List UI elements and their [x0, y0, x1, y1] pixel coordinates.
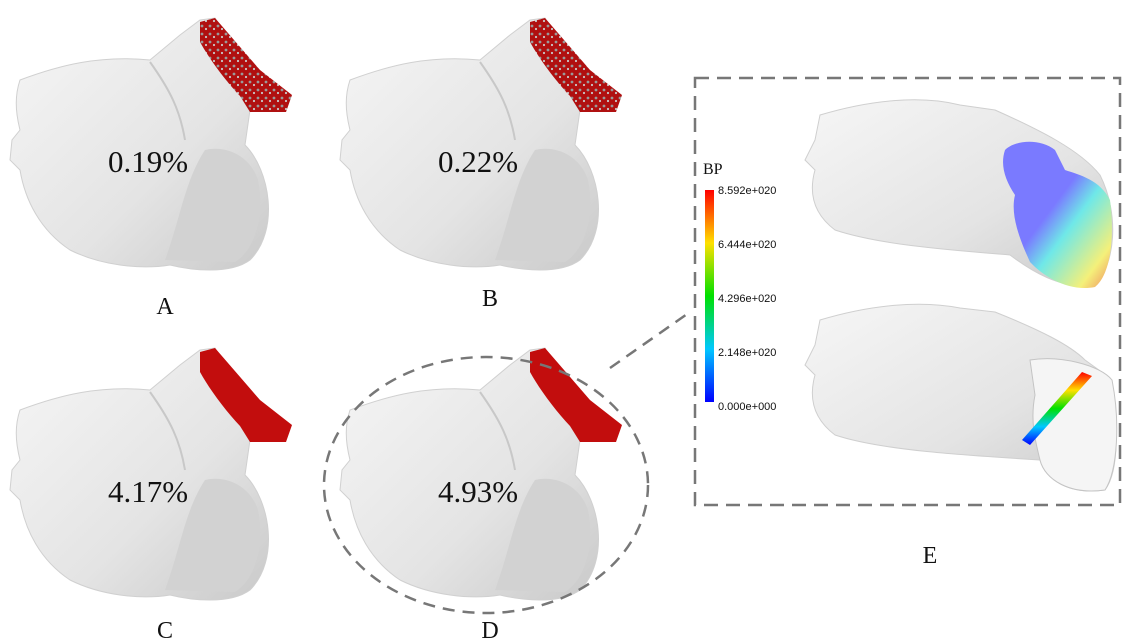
colorbar: [705, 190, 714, 402]
percent: 0.19%: [108, 144, 188, 179]
colorbar-tick: 6.444e+020: [718, 239, 776, 251]
percent: 0.22%: [438, 144, 518, 179]
connector: [610, 312, 690, 368]
pressure-map: [1003, 142, 1112, 288]
percent: 4.17%: [108, 474, 188, 509]
colorbar-tick: 4.296e+020: [718, 293, 776, 305]
colorbar-title: BP: [703, 161, 723, 178]
panel-label: C: [157, 618, 173, 641]
colorbar-tick: 0.000e+000: [718, 401, 776, 413]
colorbar-tick: 2.148e+020: [718, 347, 776, 359]
colorbar-tick: 8.592e+020: [718, 185, 776, 197]
panel-label: D: [481, 618, 498, 641]
panel-label: B: [482, 286, 498, 312]
percent: 4.93%: [438, 474, 518, 509]
panel-label: E: [923, 543, 938, 569]
panel-label: A: [156, 294, 174, 320]
figure: 0.19% 0.22% 4.17% 4.93% A B C D E BP 8.5…: [0, 0, 1125, 641]
panel-e: BP 8.592e+020 6.444e+020 4.296e+020 2.14…: [703, 100, 1117, 491]
